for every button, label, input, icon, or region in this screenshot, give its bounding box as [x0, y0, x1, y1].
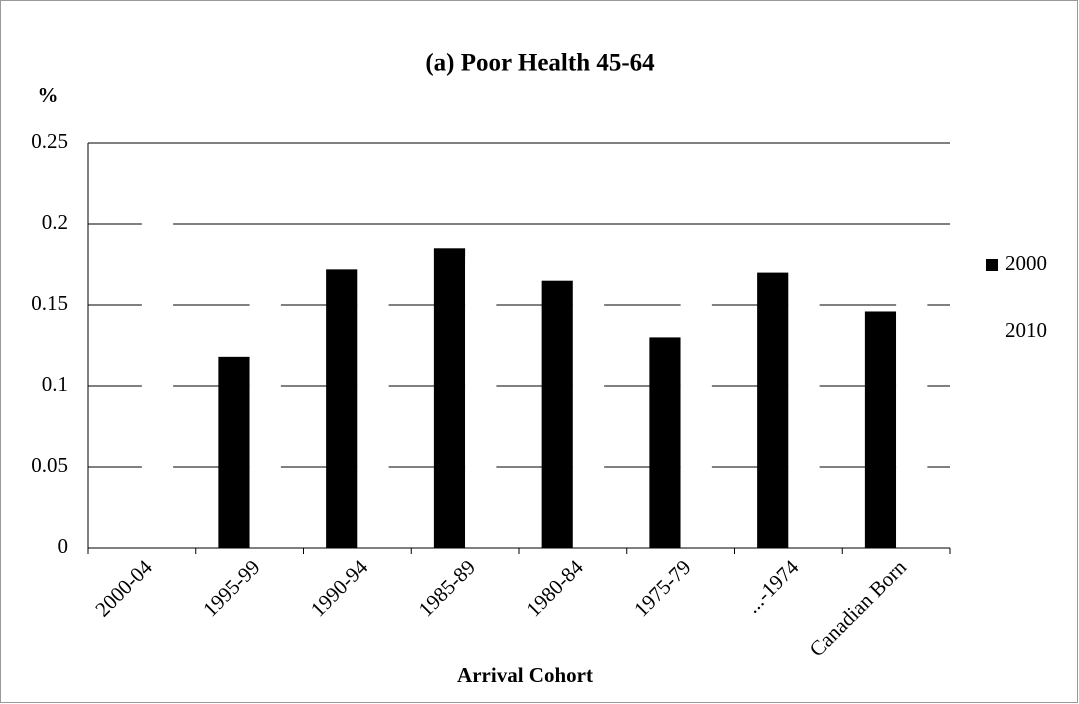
bar — [541, 280, 573, 548]
x-axis-label: Arrival Cohort — [457, 663, 593, 687]
bar — [326, 269, 358, 548]
bar — [572, 272, 605, 548]
y-tick-label: 0.25 — [31, 129, 68, 153]
bar — [788, 272, 820, 548]
legend-label: 2010 — [1005, 318, 1047, 342]
bar — [896, 288, 928, 548]
bar — [357, 256, 389, 548]
y-tick-label: 0 — [58, 534, 69, 558]
bar — [465, 256, 497, 548]
bar — [649, 337, 681, 548]
bar — [757, 272, 789, 548]
bar — [218, 356, 250, 548]
y-axis-label: % — [38, 83, 59, 107]
bar — [433, 248, 466, 549]
chart-title: (a) Poor Health 45-64 — [425, 50, 655, 77]
y-tick-label: 0.15 — [31, 291, 68, 315]
bar — [141, 191, 174, 548]
legend-label: 2000 — [1005, 251, 1047, 275]
legend-swatch — [986, 259, 998, 271]
y-tick-label: 0.05 — [31, 453, 68, 477]
y-tick-label: 0.1 — [42, 372, 68, 396]
bar — [680, 288, 712, 548]
legend-swatch — [986, 326, 998, 338]
bar — [864, 311, 897, 548]
y-tick-label: 0.2 — [42, 210, 68, 234]
bar — [249, 272, 281, 548]
